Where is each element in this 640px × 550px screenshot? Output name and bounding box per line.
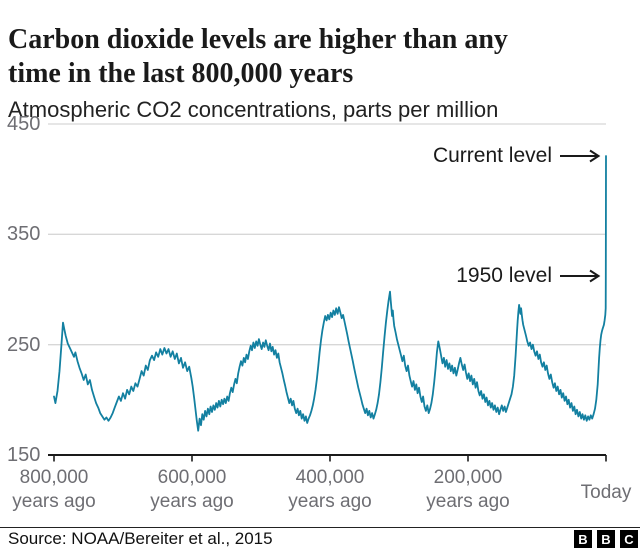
chart-title-line-1: Carbon dioxide levels are higher than an… [8, 23, 508, 55]
x-axis-tick-label: 800,000 years ago [12, 467, 96, 512]
y-axis-tick-label: 250 [7, 333, 41, 356]
y-axis-tick-label: 350 [7, 223, 41, 246]
x-axis-tick-label: 600,000 years ago [150, 467, 234, 512]
source-text: Source: NOAA/Bereiter et al., 2015 [8, 529, 273, 548]
1950-level-annotation: 1950 level [456, 263, 601, 289]
y-axis-tick-label: 150 [7, 444, 41, 466]
y-axis-tick-label: 450 [7, 113, 41, 135]
x-axis-tick-label: 400,000 years ago [288, 467, 372, 512]
current-level-annotation: Current level [433, 143, 601, 169]
chart-title: Carbon dioxide levels are higher than an… [8, 23, 628, 91]
arrow-right-icon [560, 269, 601, 283]
bbc-logo-letter: B [597, 530, 615, 548]
co2-series-line [53, 155, 607, 432]
x-axis-tick-label: 200,000 years ago [426, 467, 510, 512]
bbc-logo-letter: C [620, 530, 638, 548]
bbc-logo-letter: B [574, 530, 592, 548]
arrow-right-icon [560, 149, 601, 163]
chart-subtitle: Atmospheric CO2 concentrations, parts pe… [8, 97, 499, 122]
x-axis-tick-label: Today [580, 482, 632, 503]
1950-level-label: 1950 level [456, 264, 552, 288]
chart-title-line-2: time in the last 800,000 years [8, 57, 354, 89]
current-level-label: Current level [432, 143, 552, 167]
